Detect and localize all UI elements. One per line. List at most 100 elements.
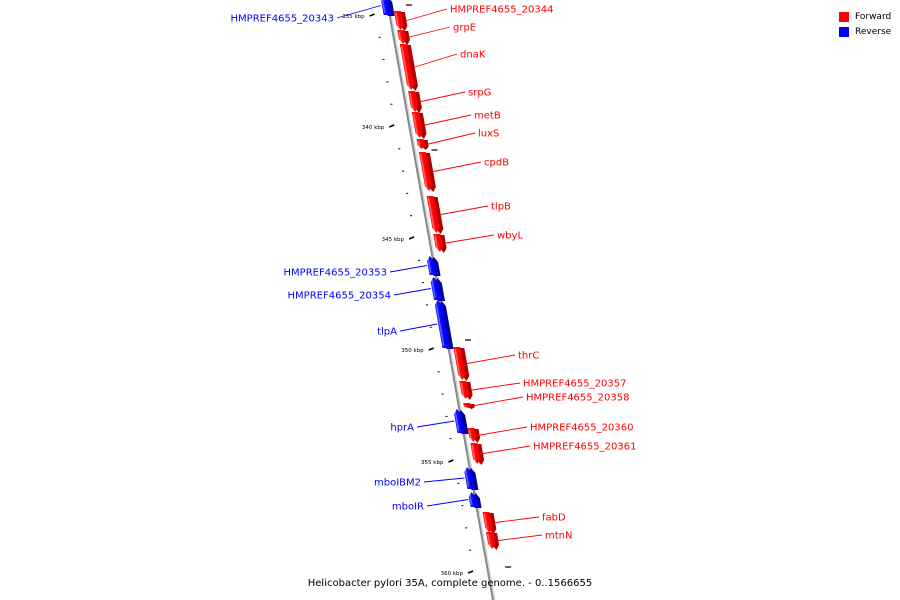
gene-label: HMPREF4655_20360	[530, 423, 633, 434]
gene-leader-line	[389, 265, 427, 273]
gene-wbyl: wbyL	[433, 231, 523, 253]
gene-arrow	[459, 381, 469, 399]
gene-leader-line	[420, 91, 466, 102]
gene-hpra: hprA	[390, 409, 469, 434]
gene-arrow-highlight	[468, 429, 472, 441]
legend-item-reverse: Reverse	[839, 24, 891, 39]
gene-arrow	[468, 492, 478, 507]
gene-arrow	[434, 300, 450, 348]
scale-tick-major	[369, 13, 375, 17]
gene-tlpb: tlpB	[426, 196, 511, 234]
gene-leader-line	[336, 5, 382, 19]
gene-label: wbyL	[497, 231, 523, 242]
gene-arrow-highlight	[381, 0, 386, 14]
gene-arrow-highlight	[409, 92, 414, 111]
gene-leader-line	[416, 420, 455, 428]
gene-leader-line	[426, 499, 469, 507]
gene-hmpref4655-20360: HMPREF4655_20360	[467, 423, 633, 443]
gene-label: mtnN	[545, 531, 572, 542]
gene-arrow-highlight	[471, 444, 476, 463]
gene-label: cpdB	[484, 158, 509, 169]
gene-arrow	[397, 30, 406, 44]
gene-label: mboIBM2	[374, 478, 421, 489]
legend: Forward Reverse	[839, 9, 891, 39]
gene-arrow-highlight	[417, 140, 421, 148]
gene-srpg: srpG	[408, 88, 491, 113]
gene-label: HMPREF4655_20353	[284, 268, 387, 279]
scale-tick-major	[388, 124, 395, 128]
gene-arrow-highlight	[427, 197, 436, 232]
gene-arrow-highlight	[487, 533, 491, 548]
legend-label-forward: Forward	[855, 11, 892, 22]
gene-cpdb: cpdB	[418, 152, 509, 192]
gene-label: dnaK	[460, 50, 486, 61]
gene-leader-line	[445, 234, 495, 244]
gene-label: luxS	[478, 129, 499, 140]
forward-swatch	[839, 11, 849, 22]
gene-hmpref4655-20343: HMPREF4655_20343	[231, 0, 395, 25]
gene-arrow	[393, 11, 404, 30]
reverse-swatch	[839, 26, 849, 37]
gene-arrow	[408, 91, 418, 112]
scale-label: 345 kbp	[382, 237, 405, 243]
gene-metb: metB	[411, 111, 501, 139]
gene-leader-line	[483, 445, 531, 454]
gene-features: HMPREF4655_20343 HMPREF4655_20344 grpE dnaK…	[231, 0, 636, 550]
gene-label: hprA	[390, 423, 414, 434]
gene-arrow-highlight	[431, 278, 436, 299]
gene-arrow-highlight	[460, 382, 465, 398]
gene-thrc: thrC	[453, 347, 539, 381]
gene-hmpref4655-20344: HMPREF4655_20344	[393, 5, 553, 31]
gene-arrow-highlight	[483, 513, 489, 532]
scale-label: 355 kbp	[421, 460, 444, 466]
gene-mtnn: mtnN	[486, 531, 572, 550]
gene-label: HMPREF4655_20343	[231, 14, 334, 25]
gene-arrow	[426, 196, 440, 233]
gene-arrow-highlight	[464, 468, 470, 488]
legend-label-reverse: Reverse	[855, 26, 892, 37]
gene-arrow-highlight	[398, 31, 402, 43]
scale-tick-major	[408, 236, 415, 240]
scale-tick-major	[428, 347, 434, 351]
gene-label: thrC	[518, 351, 539, 362]
gene-arrow-highlight	[395, 12, 400, 29]
gene-leader-line	[406, 8, 448, 21]
gene-leader-line	[440, 205, 489, 215]
gene-leader-line	[467, 354, 516, 364]
gene-label: HMPREF4655_20344	[450, 5, 553, 16]
gene-arrow-highlight	[454, 410, 460, 432]
gene-luxs: luxS	[416, 129, 499, 150]
gene-arrow	[470, 443, 481, 464]
gene-leader-line	[414, 53, 458, 68]
gene-arrow	[399, 44, 414, 90]
gene-arrow-highlight	[435, 301, 445, 347]
scale-label: 350 kbp	[401, 348, 424, 354]
legend-item-forward: Forward	[839, 9, 891, 24]
gene-label: metB	[474, 111, 501, 122]
gene-mboir: mboIR	[392, 492, 482, 513]
gene-arrow	[464, 467, 475, 489]
gene-fabd: fabD	[482, 512, 566, 534]
gene-label: fabD	[542, 513, 566, 524]
gene-arrow	[482, 512, 493, 533]
scale-label: 340 kbp	[362, 125, 385, 131]
gene-arrow	[411, 112, 423, 138]
gene-arrow	[381, 0, 391, 15]
gene-hmpref4655-20354: HMPREF4655_20354	[288, 277, 445, 302]
scale-tick-major	[448, 459, 454, 463]
gene-arrow	[463, 403, 471, 408]
gene-arrow	[427, 256, 437, 275]
gene-arrow-highlight	[454, 348, 462, 379]
gene-grpe: grpE	[397, 23, 476, 45]
gene-label: HMPREF4655_20354	[288, 291, 391, 302]
gene-tlpa: tlpA	[377, 300, 454, 349]
gene-leader-line	[495, 516, 540, 523]
gene-label: tlpB	[491, 202, 511, 213]
gene-mboibm2: mboIBM2	[374, 467, 479, 490]
gene-leader-line	[471, 382, 521, 391]
scale-tick-major	[467, 570, 474, 574]
gene-hmpref4655-20358: HMPREF4655_20358	[463, 393, 629, 409]
gene-hmpref4655-20353: HMPREF4655_20353	[284, 256, 441, 279]
scale-ticks: 335 kbp 340 kbp 345 kbp 350 kbp 355 kbp 360 k…	[342, 4, 512, 577]
